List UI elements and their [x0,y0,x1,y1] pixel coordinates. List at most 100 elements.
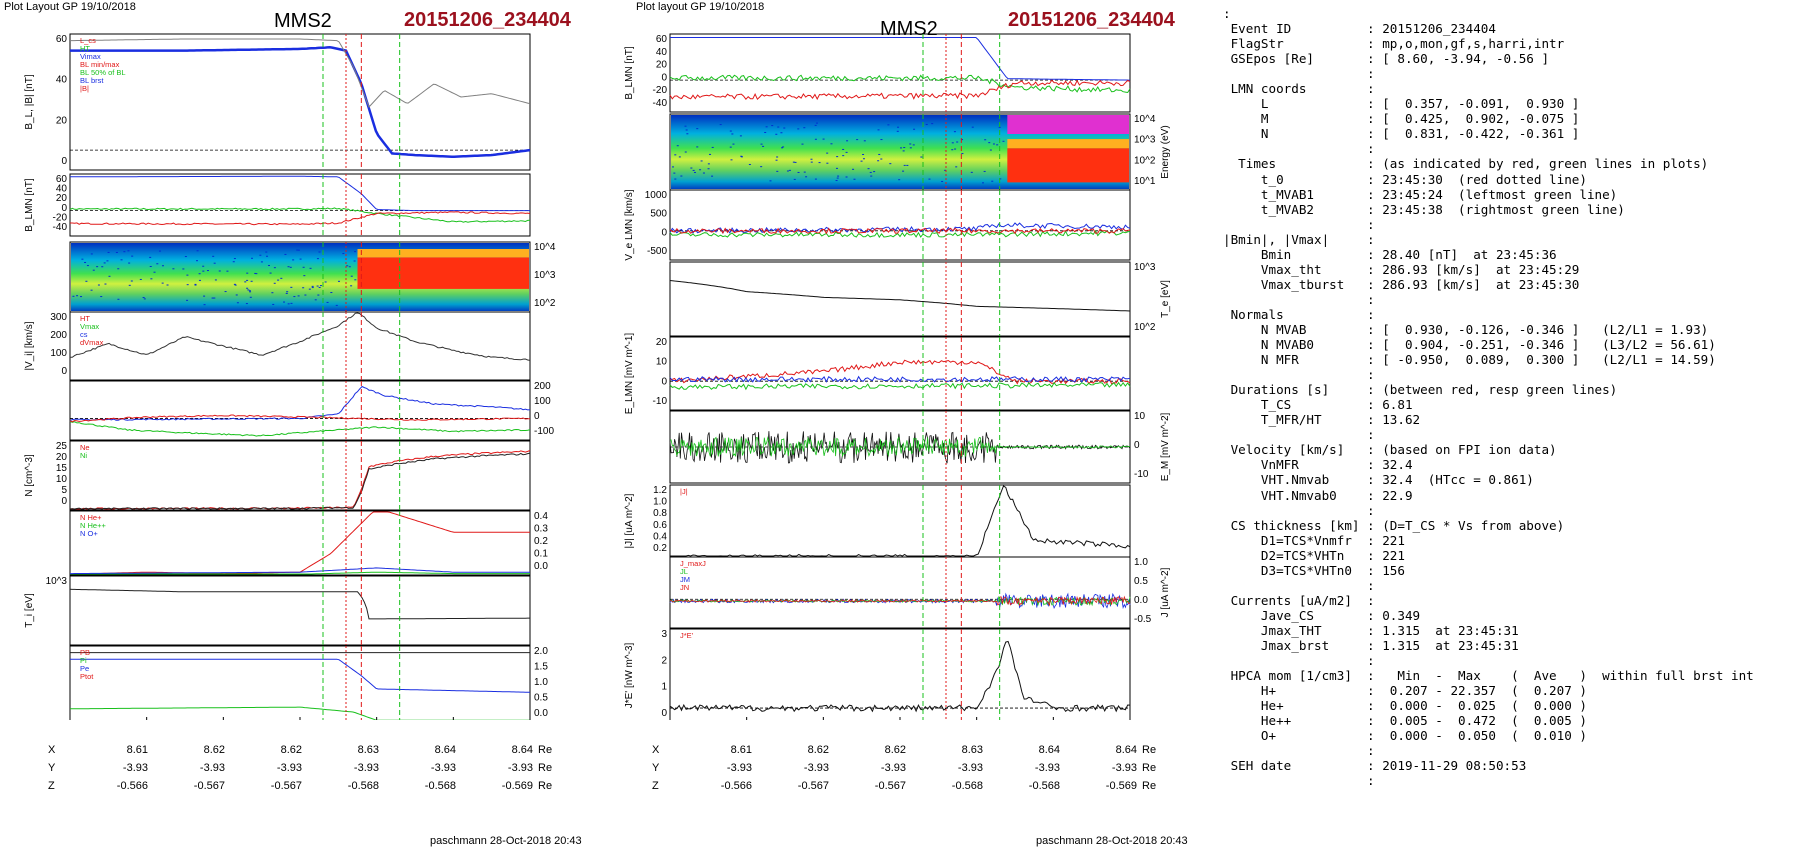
info-line: Jmax_THT : 1.315 at 23:45:31 [1223,622,1519,638]
spectrogram-speck [989,149,992,151]
spectrogram-speck [103,262,106,264]
spectrogram-speck [913,128,916,130]
spectrogram-speck [184,256,187,258]
spectrogram-speck [318,251,321,253]
panel-frame [669,556,1131,629]
spectrogram-speck [172,268,175,270]
spectrogram-speck [797,171,800,173]
y-tick-label: 10^4 [534,242,556,253]
spectrogram-speck [101,266,104,268]
position-value: 8.62 [280,744,302,756]
series-BL-line [670,37,1130,81]
spectrogram-speck [259,254,262,256]
legend-entry: JL [680,567,688,576]
info-line: Jmax_brst : 1.315 at 23:45:31 [1223,637,1519,653]
y-tick-label: 0 [661,708,667,719]
series-Pi-line [70,658,531,693]
y-tick-label: 40 [56,184,68,195]
y-tick-label: 0.0 [534,561,548,572]
spectrogram-speck [186,274,189,276]
spectrogram-speck [108,275,111,277]
spectrogram-speck [906,164,909,166]
spectrogram-speck [953,131,956,133]
spectrogram-speck [123,251,126,253]
position-value: -3.93 [803,762,829,774]
info-line: T_CS : 6.81 [1223,397,1413,413]
legend-entry: Pi [80,656,87,665]
position-axis-label: X [652,744,660,756]
info-line: HPCA mom [1/cm3] : Min - Max ( Ave ) wit… [1223,668,1754,684]
series-Ti-line [69,588,530,620]
y-tick-label: 5 [61,485,67,496]
spectrogram-speck [810,158,813,160]
spectrogram-speck [86,265,89,267]
legend-entry: N O+ [80,529,98,538]
series-JE-line [669,640,1131,713]
series-O-line [70,567,530,575]
position-unit: Re [538,762,553,774]
spectrogram-speck [928,178,931,180]
spectrogram-speck [287,266,290,268]
spectrogram-speck [166,284,169,286]
spectrogram-speck [214,279,217,281]
info-line: : [1223,743,1375,759]
y-tick-label: 2 [661,655,667,666]
spectrogram-speck [161,282,164,284]
spectrogram-speck [673,172,676,174]
legend-entry: BL brst [80,76,104,85]
position-value: -0.568 [347,780,379,792]
y-tick-label: 0.6 [653,520,667,531]
spectrogram-speck [814,178,817,180]
spectrogram-speck [283,301,286,303]
mid-position-table: X 8.61 8.62 8.62 8.63 8.64 8.64 Re Y -3.93 -3.93 -3… [652,744,1172,804]
noise-trace [669,431,1131,464]
spectrogram-speck [900,147,903,149]
info-line: : [1223,291,1375,307]
spectrogram-speck [337,280,340,282]
spectrogram-speck [992,143,995,145]
spectrogram-speck [902,170,905,172]
spectrogram-hot-region [1007,148,1129,183]
spectrogram-speck [709,153,712,155]
spectrogram-speck [731,133,734,135]
left-footer: paschmann 28-Oct-2018 20:43 [430,835,582,847]
spectrogram-speck [85,280,88,282]
legend-entry: J*E' [680,631,694,640]
spectrogram-speck [195,260,198,262]
spectrogram-speck [944,169,947,171]
legend-entry: J_maxJ [680,559,706,568]
spectrogram-speck [852,168,855,170]
spectrogram-speck [835,167,838,169]
info-line: LMN coords : [1223,81,1375,97]
spectrogram-speck [792,161,795,163]
spectrogram-speck [830,143,833,145]
spectrogram-speck [898,179,901,181]
spectrogram-speck [684,125,687,127]
spectrogram-speck [729,146,732,148]
series-VL-line [69,385,531,421]
spectrogram-speck [711,175,714,177]
spectrogram-speck [836,156,839,158]
info-line: N MVAB : [ 0.930, -0.126, -0.346 ] (L2/L… [1223,321,1709,337]
spectrogram-speck [304,294,307,296]
spectrogram-speck [760,166,763,168]
info-line: t_0 : 23:45:30 (red dotted line) [1223,171,1587,187]
legend-entry: PB [80,648,90,657]
spectrogram-speck [348,266,351,268]
y-tick-label: 10^2 [1134,322,1156,333]
spectrogram-speck [862,158,865,160]
y-tick-label: 10^1 [1134,176,1156,187]
spectrogram-speck [106,260,109,262]
spectrogram-speck [292,259,295,261]
y-tick-label: 0 [534,411,540,422]
spectrogram-speck [317,294,320,296]
y-tick-label: 1.0 [653,497,667,508]
info-line: CS thickness [km] : (D=T_CS * Vs from ab… [1223,517,1565,533]
spectrogram-speck [970,171,973,173]
y-tick-label: -10 [653,396,668,407]
spectrogram-speck [889,163,892,165]
spectrogram-speck [254,272,257,274]
spectrogram-speck [100,296,103,298]
